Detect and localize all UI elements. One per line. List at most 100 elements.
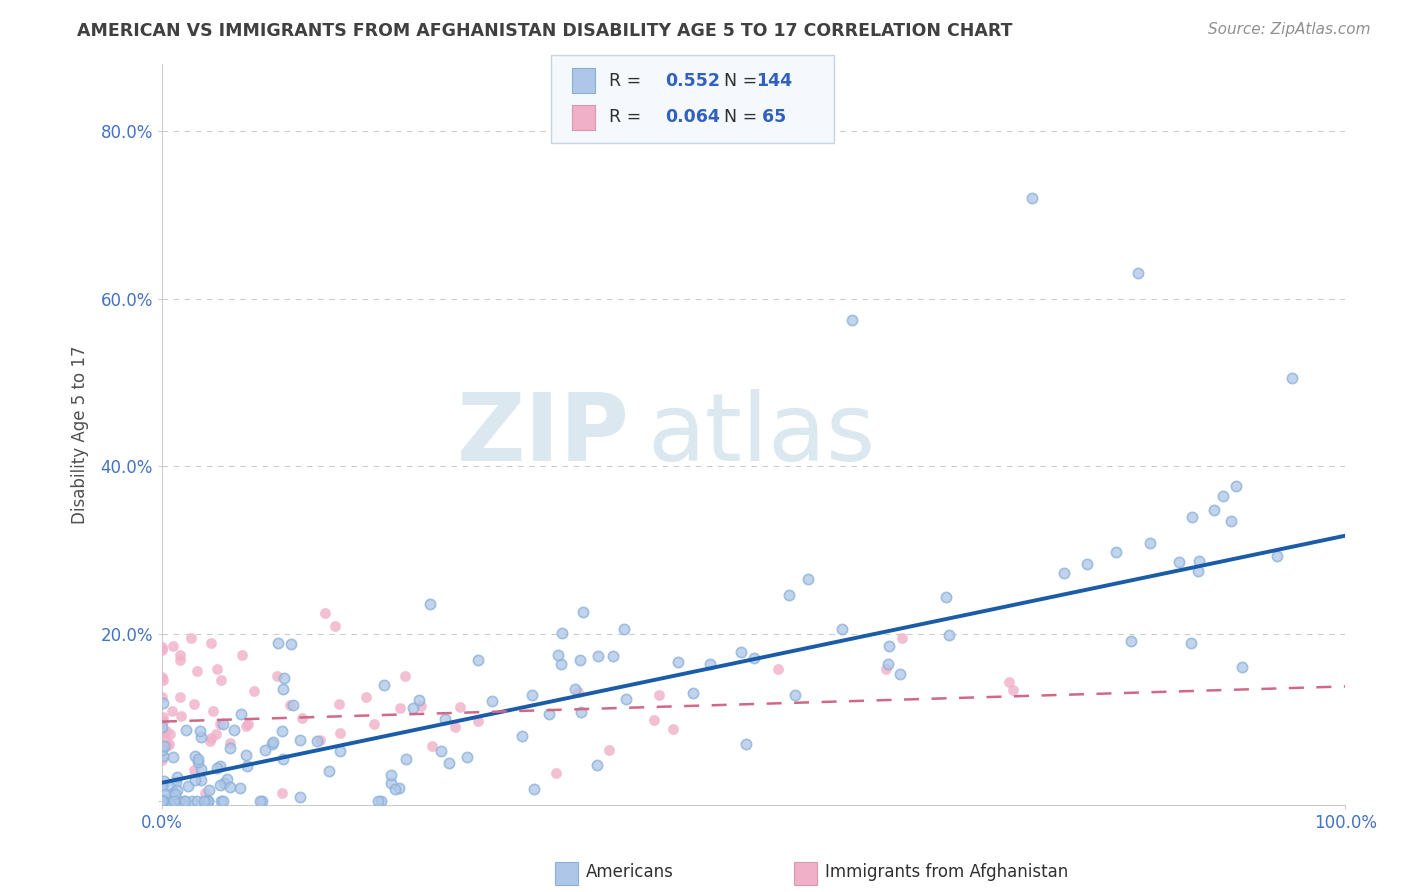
Point <box>571 605 593 619</box>
Point <box>243 684 266 698</box>
Point <box>229 707 252 722</box>
Point <box>522 688 544 702</box>
Point <box>209 673 232 687</box>
Point <box>186 794 208 808</box>
Point <box>329 726 352 740</box>
Point <box>420 739 443 754</box>
Point <box>150 779 173 793</box>
Point <box>742 650 765 665</box>
Point <box>165 787 187 801</box>
Text: 144: 144 <box>756 72 793 90</box>
Point <box>1168 554 1191 568</box>
Point <box>569 705 592 719</box>
Text: Immigrants from Afghanistan: Immigrants from Afghanistan <box>825 863 1069 881</box>
Point <box>152 696 174 710</box>
Point <box>1053 566 1076 581</box>
Text: N =: N = <box>724 108 763 126</box>
Point <box>150 715 173 730</box>
Point <box>194 786 217 800</box>
Point <box>174 723 197 738</box>
Text: 65: 65 <box>756 108 787 126</box>
Point <box>889 666 911 681</box>
Point <box>260 737 283 751</box>
Point <box>373 678 395 692</box>
Point <box>875 662 897 676</box>
Point <box>273 671 295 685</box>
Point <box>1021 191 1043 205</box>
Point <box>152 673 174 688</box>
Point <box>150 742 173 756</box>
Point <box>215 772 238 787</box>
Point <box>1265 549 1288 563</box>
Point <box>169 690 191 705</box>
Point <box>209 778 232 792</box>
Point <box>318 764 340 778</box>
Point <box>263 735 285 749</box>
Point <box>166 770 188 784</box>
Point <box>1225 479 1247 493</box>
Point <box>1188 554 1211 568</box>
Point <box>205 727 228 741</box>
Point <box>150 794 173 808</box>
Point <box>165 775 187 789</box>
Point <box>236 717 259 731</box>
Point <box>841 312 863 326</box>
Point <box>183 697 205 711</box>
Point <box>467 714 489 728</box>
Point <box>1181 509 1204 524</box>
Point <box>1105 545 1128 559</box>
Point <box>456 750 478 764</box>
Point <box>288 789 311 804</box>
Point <box>202 704 225 718</box>
Point <box>152 794 174 808</box>
Point <box>197 794 219 808</box>
Point <box>648 688 671 702</box>
Point <box>363 717 385 731</box>
Point <box>156 739 179 753</box>
Y-axis label: Disability Age 5 to 17: Disability Age 5 to 17 <box>72 345 89 524</box>
Point <box>523 781 546 796</box>
Point <box>180 631 202 645</box>
Point <box>586 649 609 664</box>
Point <box>212 717 235 731</box>
Point <box>165 794 187 808</box>
Point <box>766 662 789 676</box>
Point <box>150 794 173 808</box>
Point <box>150 720 173 734</box>
Point <box>150 794 173 808</box>
Point <box>153 739 176 754</box>
Point <box>328 697 350 711</box>
Point <box>1180 636 1202 650</box>
Point <box>408 693 430 707</box>
Point <box>162 640 184 654</box>
Text: 0.552: 0.552 <box>665 72 720 90</box>
Point <box>1281 371 1303 385</box>
Point <box>209 758 232 772</box>
Point <box>254 743 277 757</box>
Point <box>200 635 222 649</box>
Point <box>308 733 330 747</box>
Text: R =: R = <box>609 72 647 90</box>
Point <box>271 752 294 766</box>
Point <box>1187 564 1209 578</box>
Point <box>174 794 197 808</box>
Point <box>159 780 181 794</box>
Point <box>380 776 402 790</box>
Point <box>538 706 561 721</box>
Point <box>512 729 534 743</box>
Point <box>184 749 207 764</box>
Point <box>567 685 589 699</box>
Point <box>467 653 489 667</box>
Point <box>183 763 205 777</box>
Point <box>190 773 212 788</box>
Point <box>222 723 245 738</box>
Point <box>544 766 567 780</box>
Point <box>157 737 180 751</box>
Point <box>877 657 900 671</box>
Point <box>266 636 288 650</box>
Point <box>200 733 222 747</box>
Point <box>409 698 432 713</box>
Text: R =: R = <box>609 108 647 126</box>
Point <box>219 741 242 756</box>
Point <box>614 692 637 706</box>
